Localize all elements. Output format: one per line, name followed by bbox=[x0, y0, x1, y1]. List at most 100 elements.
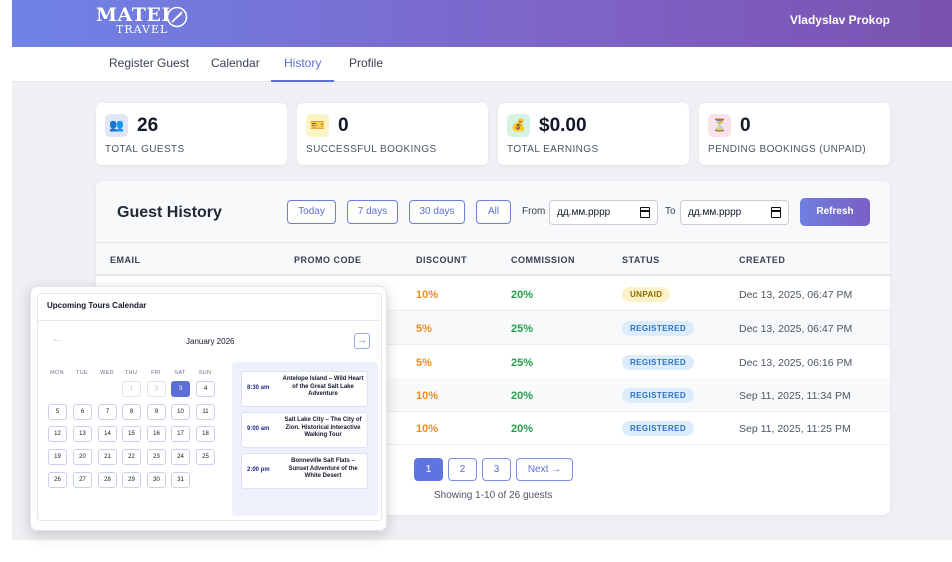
history-title: Guest History bbox=[117, 204, 222, 221]
col-discount: DISCOUNT bbox=[416, 255, 467, 265]
refresh-button[interactable]: Refresh bbox=[800, 198, 870, 226]
calendar-day[interactable]: 6 bbox=[73, 404, 92, 420]
calendar-divider bbox=[38, 320, 381, 321]
tab-register-guest[interactable]: Register Guest bbox=[109, 56, 190, 70]
created-cell: Dec 13, 2025, 06:16 PM bbox=[739, 357, 853, 369]
stat-value: 0 bbox=[740, 115, 751, 136]
calendar-inner: Upcoming Tours Calendar ← January 2026 →… bbox=[37, 293, 382, 521]
calendar-day[interactable]: 8 bbox=[122, 404, 141, 420]
tour-event[interactable]: 8:30 am Antelope Island – Wild Heart of … bbox=[241, 371, 368, 407]
table-row[interactable]: 10% 20% UNPAID Dec 13, 2025, 06:47 PM bbox=[96, 277, 890, 311]
calendar-icon[interactable] bbox=[771, 207, 781, 218]
prev-month-button[interactable]: ← bbox=[52, 334, 62, 345]
from-date-input[interactable]: дд.мм.рррр bbox=[549, 200, 658, 225]
ticket-icon: 🎫 bbox=[306, 114, 329, 137]
calendar-day-today[interactable]: 3 bbox=[171, 381, 190, 397]
calendar-day[interactable]: 2 bbox=[147, 381, 166, 397]
weekday-label: SUN bbox=[198, 370, 212, 376]
filter-30-days-button[interactable]: 30 days bbox=[409, 200, 465, 224]
calendar-day[interactable]: 12 bbox=[48, 426, 67, 442]
event-time: 9:00 am bbox=[247, 426, 270, 432]
calendar-day[interactable]: 5 bbox=[48, 404, 67, 420]
calendar-day[interactable]: 28 bbox=[98, 472, 117, 488]
calendar-day[interactable]: 16 bbox=[147, 426, 166, 442]
page-2-button[interactable]: 2 bbox=[448, 458, 477, 481]
created-cell: Sep 11, 2025, 11:25 PM bbox=[739, 423, 851, 435]
to-date-input[interactable]: дд.мм.рррр bbox=[680, 200, 789, 225]
discount-cell: 5% bbox=[416, 357, 432, 369]
commission-cell: 20% bbox=[511, 289, 534, 301]
tour-event[interactable]: 9:00 am Salt Lake City – The City of Zio… bbox=[241, 412, 368, 448]
page-1-button[interactable]: 1 bbox=[414, 458, 443, 481]
weekday-label: WED bbox=[100, 370, 114, 376]
event-time: 2:00 pm bbox=[247, 467, 270, 473]
calendar-day[interactable]: 22 bbox=[122, 449, 141, 465]
calendar-day[interactable]: 27 bbox=[73, 472, 92, 488]
next-page-button[interactable]: Next → bbox=[516, 458, 573, 481]
tab-calendar[interactable]: Calendar bbox=[211, 56, 260, 70]
col-commission: COMMISSION bbox=[511, 255, 576, 265]
discount-cell: 10% bbox=[416, 390, 439, 402]
stat-card-pending-bookings: ⏳ 0 PENDING BOOKINGS (UNPAID) bbox=[699, 103, 890, 165]
tour-event[interactable]: 2:00 pm Bonneville Salt Flats – Sunset A… bbox=[241, 453, 368, 489]
tab-history[interactable]: History bbox=[271, 47, 335, 82]
guests-icon: 👥 bbox=[105, 114, 128, 137]
calendar-day[interactable]: 17 bbox=[171, 426, 190, 442]
logo-line2: TRAVEL bbox=[116, 23, 169, 36]
calendar-day[interactable]: 11 bbox=[196, 404, 215, 420]
calendar-day[interactable]: 4 bbox=[196, 381, 215, 397]
calendar-day[interactable]: 14 bbox=[98, 426, 117, 442]
from-date-placeholder: дд.мм.рррр bbox=[557, 207, 611, 218]
event-title: Salt Lake City – The City of Zion. Histo… bbox=[284, 417, 362, 438]
stat-card-total-guests: 👥 26 TOTAL GUESTS bbox=[96, 103, 287, 165]
calendar-day[interactable]: 9 bbox=[147, 404, 166, 420]
nav-tabs: Register Guest Calendar History Profile bbox=[12, 47, 952, 82]
stat-value: 26 bbox=[137, 115, 159, 136]
commission-cell: 20% bbox=[511, 390, 534, 402]
calendar-day[interactable]: 31 bbox=[171, 472, 190, 488]
stat-label: PENDING BOOKINGS (UNPAID) bbox=[708, 144, 867, 155]
calendar-day[interactable]: 24 bbox=[171, 449, 190, 465]
col-created: CREATED bbox=[739, 255, 786, 265]
created-cell: Dec 13, 2025, 06:47 PM bbox=[739, 289, 853, 301]
hourglass-icon: ⏳ bbox=[708, 114, 731, 137]
table-row[interactable]: 10% 20% REGISTERED Sep 11, 2025, 11:25 P… bbox=[96, 411, 890, 445]
tab-profile[interactable]: Profile bbox=[349, 56, 384, 70]
created-cell: Sep 11, 2025, 11:34 PM bbox=[739, 390, 851, 402]
next-month-button[interactable]: → bbox=[354, 333, 370, 349]
calendar-day[interactable]: 10 bbox=[171, 404, 190, 420]
commission-cell: 25% bbox=[511, 323, 534, 335]
brand-logo[interactable]: MATEI TRAVEL bbox=[96, 4, 192, 38]
user-name[interactable]: Vladyslav Prokop bbox=[789, 13, 890, 27]
filter-all-button[interactable]: All bbox=[476, 200, 511, 224]
calendar-day[interactable]: 1 bbox=[122, 381, 141, 397]
calendar-day[interactable]: 30 bbox=[147, 472, 166, 488]
col-email: EMAIL bbox=[110, 255, 141, 265]
page-3-button[interactable]: 3 bbox=[482, 458, 511, 481]
stat-value: $0.00 bbox=[539, 115, 587, 136]
showing-count: Showing 1-10 of 26 guests bbox=[434, 490, 553, 501]
weekday-label: SAT bbox=[174, 370, 186, 376]
calendar-icon[interactable] bbox=[640, 207, 650, 218]
calendar-day[interactable]: 18 bbox=[196, 426, 215, 442]
weekday-label: THU bbox=[124, 370, 138, 376]
calendar-day[interactable]: 13 bbox=[73, 426, 92, 442]
calendar-day[interactable]: 26 bbox=[48, 472, 67, 488]
calendar-day[interactable]: 19 bbox=[48, 449, 67, 465]
calendar-day[interactable]: 21 bbox=[98, 449, 117, 465]
status-badge: REGISTERED bbox=[622, 355, 695, 370]
money-bag-icon: 💰 bbox=[507, 114, 530, 137]
calendar-day[interactable]: 7 bbox=[98, 404, 117, 420]
calendar-day[interactable]: 29 bbox=[122, 472, 141, 488]
calendar-day[interactable]: 25 bbox=[196, 449, 215, 465]
calendar-day[interactable]: 23 bbox=[147, 449, 166, 465]
commission-cell: 25% bbox=[511, 357, 534, 369]
calendar-day[interactable]: 20 bbox=[73, 449, 92, 465]
filter-today-button[interactable]: Today bbox=[287, 200, 336, 224]
calendar-month: January 2026 bbox=[186, 337, 235, 346]
history-toolbar: Guest History Today 7 days 30 days All F… bbox=[96, 181, 890, 243]
table-header: EMAIL PROMO CODE DISCOUNT COMMISSION STA… bbox=[96, 243, 890, 276]
filter-7-days-button[interactable]: 7 days bbox=[347, 200, 398, 224]
calendar-day[interactable]: 15 bbox=[122, 426, 141, 442]
